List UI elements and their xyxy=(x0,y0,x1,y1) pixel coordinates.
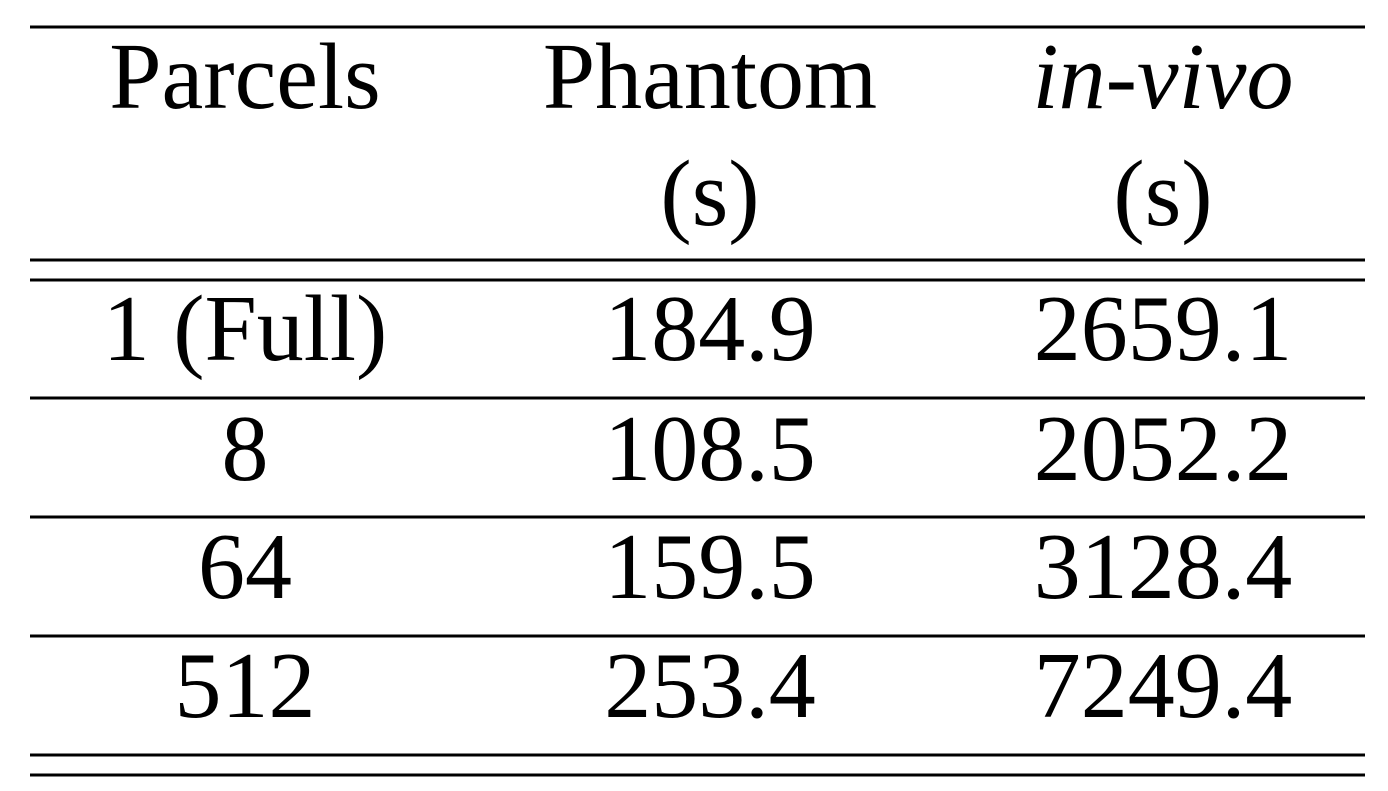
table-cell: 64 xyxy=(198,515,292,619)
header-cell: Parcels xyxy=(109,25,380,129)
header-cell: (s) xyxy=(1113,142,1212,246)
table-cell: 2659.1 xyxy=(1034,277,1293,381)
header-cell: (s) xyxy=(660,142,759,246)
table-cell: 1 (Full) xyxy=(103,277,388,381)
table-cell: 3128.4 xyxy=(1034,515,1293,619)
table-cell: 159.5 xyxy=(604,515,816,619)
table-cell: 2052.2 xyxy=(1034,397,1293,501)
table-cell: 253.4 xyxy=(604,634,816,738)
table-cell: 7249.4 xyxy=(1034,634,1293,738)
table-cell: 8 xyxy=(222,397,269,501)
header-cell: Phantom xyxy=(543,25,877,129)
table-cell: 184.9 xyxy=(604,277,816,381)
table-cell: 512 xyxy=(175,634,316,738)
table-cell: 108.5 xyxy=(604,397,816,501)
header-cell: in-vivo xyxy=(1033,25,1294,129)
